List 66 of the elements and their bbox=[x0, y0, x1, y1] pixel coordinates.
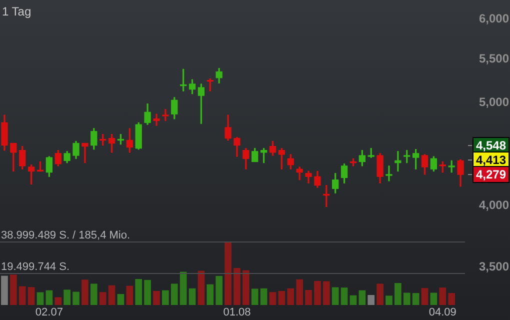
bar bbox=[188, 288, 196, 305]
bar bbox=[421, 288, 428, 305]
bar bbox=[170, 284, 178, 305]
bar bbox=[296, 279, 303, 305]
bar bbox=[403, 292, 410, 305]
x-tick-label: 01.08 bbox=[223, 306, 251, 319]
bar bbox=[46, 290, 53, 305]
bar bbox=[350, 295, 357, 305]
bar bbox=[278, 290, 286, 305]
bar bbox=[206, 284, 214, 305]
bar bbox=[180, 272, 187, 305]
bar bbox=[18, 286, 26, 305]
bar bbox=[224, 242, 232, 305]
bar bbox=[368, 294, 375, 305]
y-tick-label: 4,000 bbox=[479, 198, 510, 212]
text: 4,279 bbox=[476, 167, 506, 182]
chart-subtitle: 1 Tag bbox=[2, 4, 32, 18]
x-tick-label: 04.09 bbox=[428, 306, 456, 319]
bar bbox=[314, 280, 321, 305]
bar bbox=[108, 285, 116, 305]
bar bbox=[234, 268, 240, 305]
bar bbox=[332, 287, 339, 305]
y-tick-label: 5,500 bbox=[479, 51, 510, 66]
bar bbox=[251, 288, 258, 305]
bar bbox=[216, 276, 223, 305]
bar bbox=[28, 287, 35, 305]
text: 4,548 bbox=[476, 138, 506, 152]
bar bbox=[117, 294, 124, 305]
bar bbox=[144, 280, 151, 305]
bar bbox=[54, 297, 62, 305]
bar bbox=[242, 270, 250, 305]
bar bbox=[153, 290, 160, 305]
bar bbox=[64, 290, 70, 305]
bar bbox=[1, 276, 8, 305]
bar bbox=[412, 293, 420, 305]
y-tick-label: 3,500 bbox=[479, 259, 510, 274]
ref-line-label: 19.499.744 S. bbox=[1, 261, 70, 274]
ref-line-label: 38.999.489 S. / 185,4 Mio. bbox=[1, 230, 130, 242]
bar bbox=[358, 290, 366, 305]
bar bbox=[340, 288, 348, 305]
bar bbox=[269, 292, 276, 305]
text: 4,413 bbox=[476, 152, 506, 167]
bar bbox=[439, 288, 446, 305]
bar bbox=[135, 278, 142, 305]
bar bbox=[36, 292, 44, 305]
bar bbox=[260, 288, 268, 305]
bar bbox=[198, 270, 205, 305]
bar bbox=[72, 292, 80, 305]
bar bbox=[90, 284, 98, 305]
bar bbox=[287, 288, 294, 305]
bar bbox=[162, 290, 169, 305]
bar bbox=[448, 293, 456, 305]
bar bbox=[386, 296, 392, 305]
bar bbox=[305, 290, 312, 305]
bar bbox=[10, 274, 17, 305]
y-tick-label: 6,000 bbox=[479, 11, 510, 26]
bar bbox=[99, 292, 106, 305]
bar bbox=[82, 280, 88, 305]
y-tick-label: 5,000 bbox=[479, 95, 510, 110]
candlestick bbox=[162, 109, 169, 122]
bar bbox=[126, 286, 134, 305]
bar bbox=[322, 281, 330, 305]
x-tick-label: 02.07 bbox=[35, 306, 63, 319]
bar bbox=[430, 292, 438, 305]
bar bbox=[394, 283, 402, 305]
bar bbox=[376, 284, 384, 305]
